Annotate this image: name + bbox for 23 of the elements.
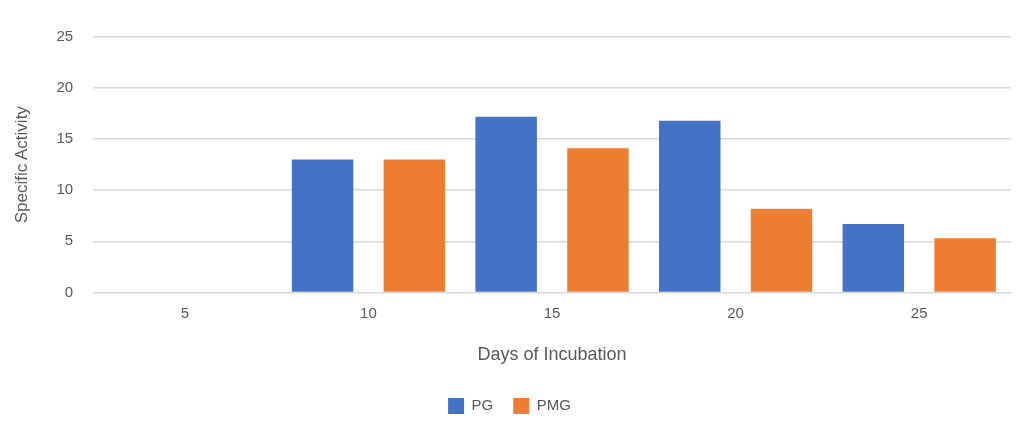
bar xyxy=(842,223,905,292)
y-axis-title: Specific Activity xyxy=(11,105,31,224)
bar xyxy=(475,116,537,292)
bar xyxy=(383,159,446,292)
bar xyxy=(750,208,813,292)
x-tick-label: 5 xyxy=(180,303,190,321)
y-tick-label: 15 xyxy=(56,129,74,147)
x-tick-label: 25 xyxy=(910,303,928,321)
bar xyxy=(567,148,629,292)
legend-label: PMG xyxy=(536,396,571,414)
y-tick-label: 10 xyxy=(56,180,74,198)
x-tick-label: 15 xyxy=(543,303,561,321)
bar xyxy=(658,120,721,292)
y-tick-label: 25 xyxy=(56,27,74,45)
bar xyxy=(934,238,996,292)
x-tick-label: 20 xyxy=(727,303,744,321)
y-tick-label: 0 xyxy=(64,282,74,300)
y-tick-label: 5 xyxy=(64,231,74,249)
legend-label: PG xyxy=(471,396,494,414)
bar xyxy=(291,159,354,292)
x-axis-title: Days of Incubation xyxy=(477,344,627,365)
y-tick-label: 20 xyxy=(56,78,74,96)
x-tick-label: 10 xyxy=(360,303,377,321)
